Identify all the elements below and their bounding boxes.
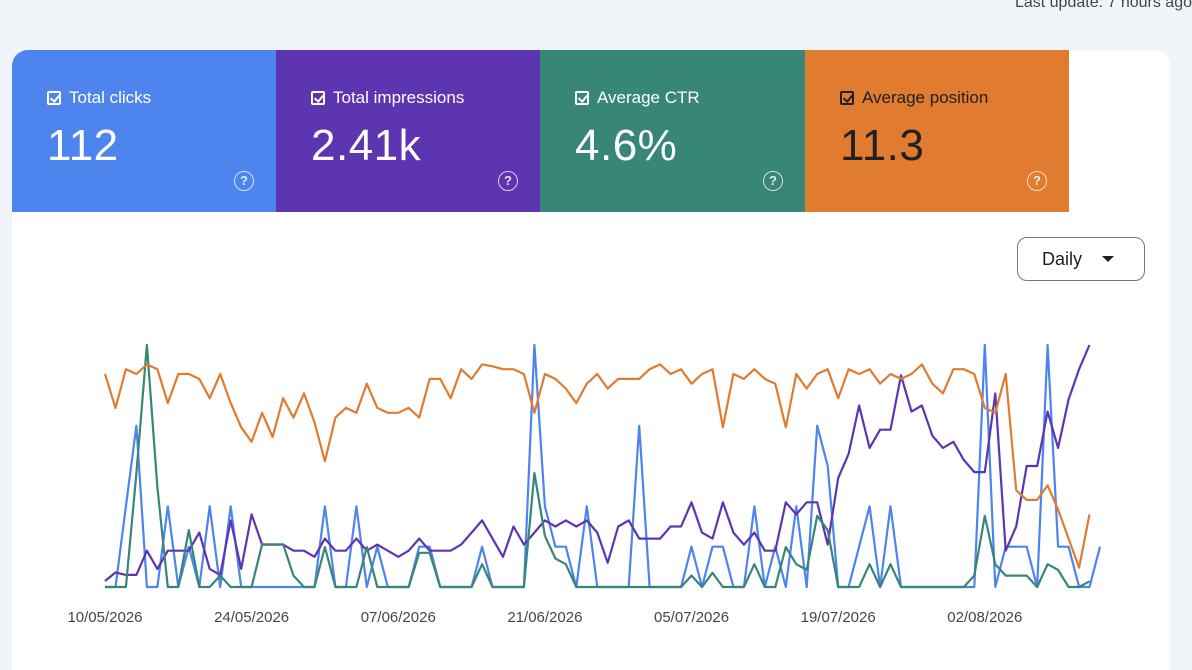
metric-label: Average CTR — [597, 88, 700, 107]
x-tick-label: 10/05/2026 — [67, 609, 142, 626]
x-tick-label: 02/08/2026 — [947, 609, 1022, 626]
series-line-average-position — [103, 363, 1091, 569]
metric-total-clicks[interactable]: Total clicks 112 ? — [12, 50, 276, 212]
help-icon[interactable]: ? — [763, 171, 783, 191]
help-icon[interactable]: ? — [234, 171, 254, 191]
metric-label: Total impressions — [333, 88, 465, 107]
metric-value: 112 — [47, 121, 119, 170]
metric-value: 11.3 — [840, 121, 925, 170]
metric-value: 4.6% — [575, 121, 678, 170]
metric-total-impressions[interactable]: Total impressions 2.41k ? — [276, 50, 540, 212]
x-tick-label: 05/07/2026 — [654, 609, 729, 626]
dropdown-value: Daily — [1042, 248, 1083, 269]
metric-label-row: Average CTR — [575, 88, 805, 108]
performance-chart: 10/05/2026 24/05/2026 07/06/2026 21/06/2026… — [67, 343, 1102, 626]
metric-label-row: Average position — [840, 88, 1069, 108]
metric-label-row: Total clicks — [47, 88, 276, 108]
last-update-text: Last update: 7 hours ago — [1014, 0, 1192, 11]
help-icon[interactable]: ? — [1027, 171, 1047, 191]
x-tick-label: 07/06/2026 — [361, 609, 436, 626]
checkbox-checked-icon[interactable] — [575, 91, 589, 105]
performance-card: Total clicks 112 ? Total impressions 2.4… — [12, 50, 1170, 670]
metric-label-row: Total impressions — [311, 88, 540, 108]
series-line-total-impressions — [104, 344, 1091, 582]
x-tick-label: 21/06/2026 — [507, 609, 582, 626]
x-tick-label: 19/07/2026 — [801, 609, 876, 626]
metric-value: 2.41k — [311, 121, 422, 170]
checkbox-checked-icon[interactable] — [311, 91, 325, 105]
granularity-dropdown[interactable]: Daily — [1017, 237, 1145, 281]
series-line-average-ctr — [105, 343, 1091, 589]
checkbox-checked-icon[interactable] — [47, 91, 61, 105]
metric-average-position[interactable]: Average position 11.3 ? — [805, 50, 1069, 212]
metric-tabs: Total clicks 112 ? Total impressions 2.4… — [12, 50, 1069, 212]
caret-down-icon — [1102, 256, 1115, 262]
help-icon[interactable]: ? — [498, 171, 518, 191]
metric-label: Average position — [862, 88, 989, 107]
x-tick-label: 24/05/2026 — [214, 609, 289, 626]
metric-label: Total clicks — [69, 88, 152, 107]
checkbox-checked-icon[interactable] — [840, 91, 854, 105]
metric-average-ctr[interactable]: Average CTR 4.6% ? — [540, 50, 805, 212]
